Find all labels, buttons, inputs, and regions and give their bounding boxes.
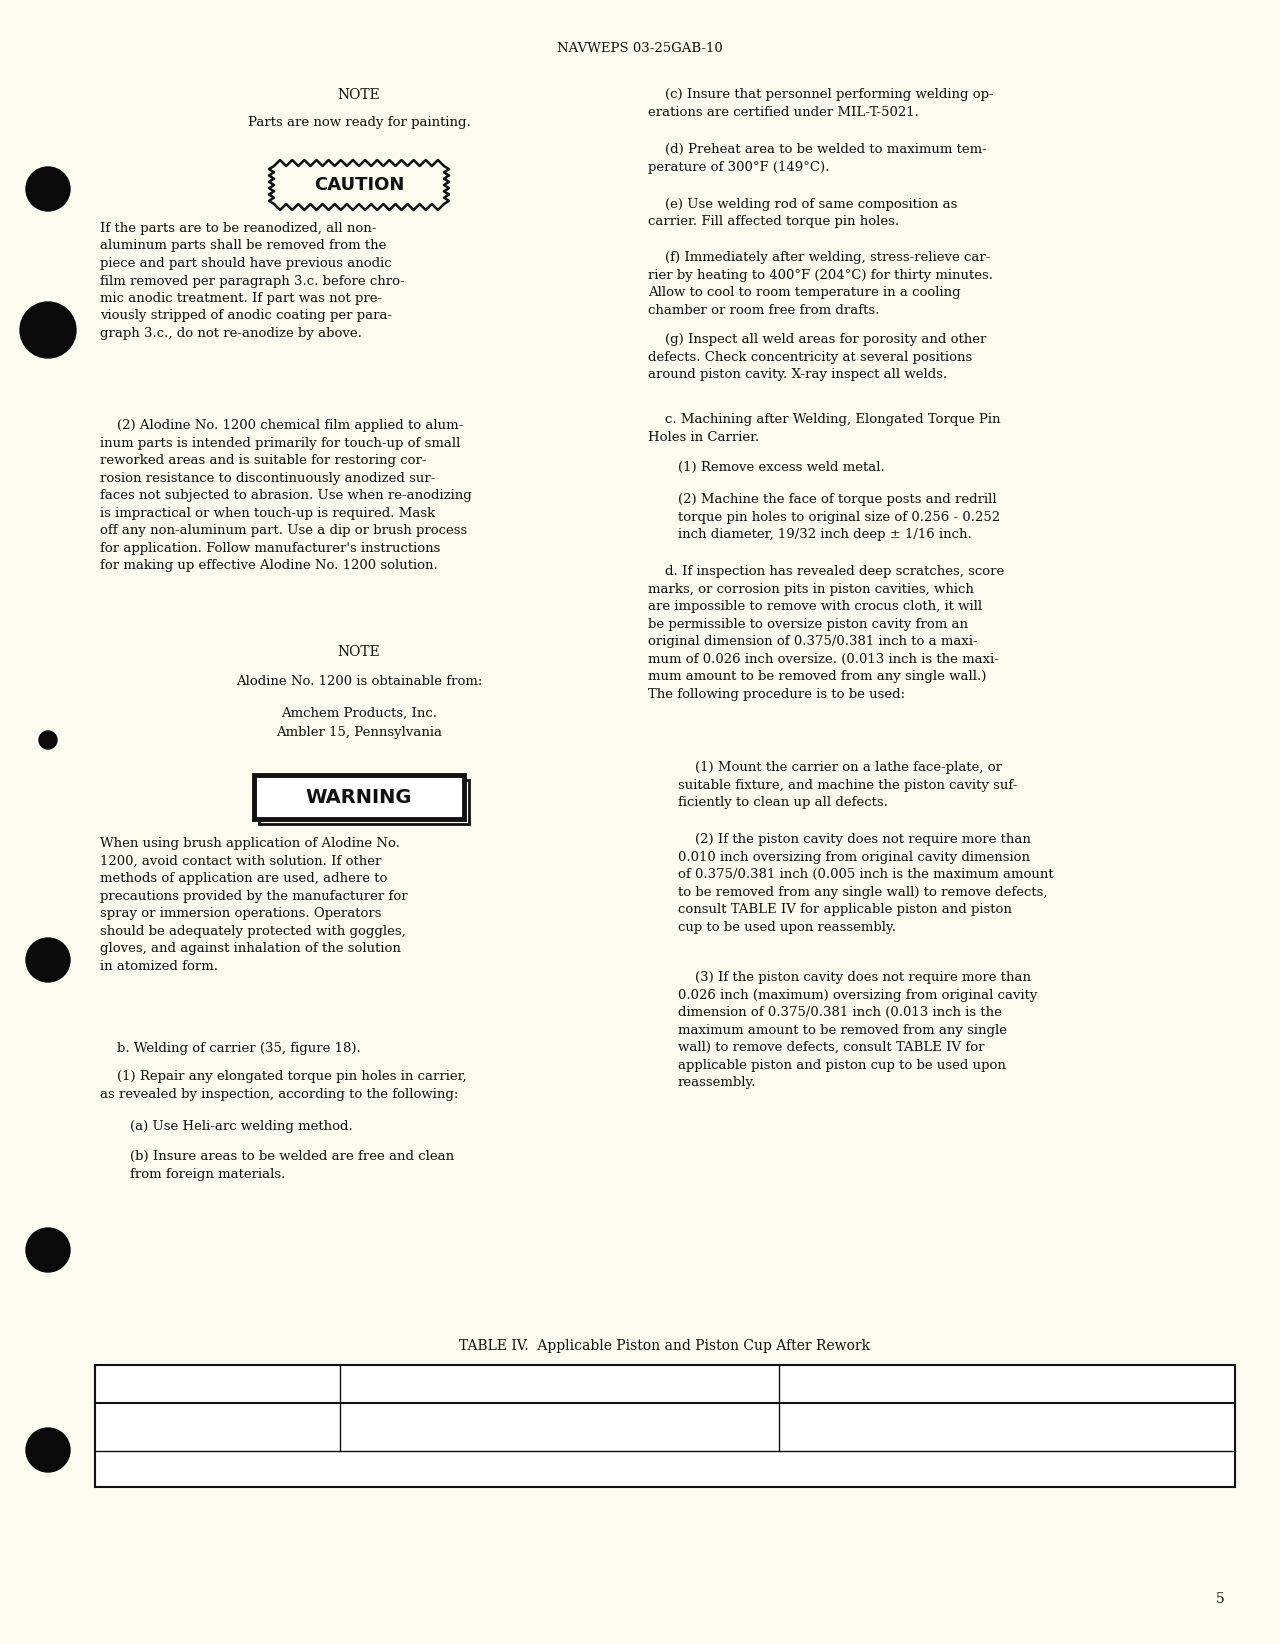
Text: Original Tolerance to 0.010 Oversize: Original Tolerance to 0.010 Oversize [436,1378,682,1391]
Text: When using brush application of Alodine No.
1200, avoid contact with solution. I: When using brush application of Alodine … [100,837,407,973]
Text: *0.026 Oversize piston cavity may wear an additional 0.010 inch before removing : *0.026 Oversize piston cavity may wear a… [102,1453,704,1485]
Circle shape [26,1429,70,1471]
Text: (f) Immediately after welding, stress-relieve car-
rier by heating to 400°F (204: (f) Immediately after welding, stress-re… [648,252,993,317]
Text: Piston
Piston Cup: Piston Piston Cup [182,1412,253,1442]
Text: TABLE IV.  Applicable Piston and Piston Cup After Rework: TABLE IV. Applicable Piston and Piston C… [460,1338,870,1353]
Text: *0.026 Oversize: *0.026 Oversize [954,1378,1060,1391]
Bar [259,779,468,824]
Bar [253,774,465,819]
Circle shape [26,1228,70,1272]
Text: (a) Use Heli-arc welding method.: (a) Use Heli-arc welding method. [131,1120,353,1133]
Text: 5: 5 [1216,1591,1225,1606]
Text: 148143
148144, CHG. “E”: 148143 148144, CHG. “E” [498,1412,621,1442]
Text: (3) If the piston cavity does not require more than
0.026 inch (maximum) oversiz: (3) If the piston cavity does not requir… [678,972,1037,1088]
Text: (d) Preheat area to be welded to maximum tem-
perature of 300°F (149°C).: (d) Preheat area to be welded to maximum… [648,143,987,174]
Text: b. Welding of carrier (35, figure 18).: b. Welding of carrier (35, figure 18). [100,1042,361,1055]
Bar [95,1365,1235,1488]
Text: (e) Use welding rod of same composition as
carrier. Fill affected torque pin hol: (e) Use welding rod of same composition … [648,197,957,229]
Text: d. If inspection has revealed deep scratches, score
marks, or corrosion pits in : d. If inspection has revealed deep scrat… [648,566,1005,700]
Text: (2) Machine the face of torque posts and redrill
torque pin holes to original si: (2) Machine the face of torque posts and… [678,493,1000,541]
Text: (1) Mount the carrier on a lathe face-plate, or
suitable fixture, and machine th: (1) Mount the carrier on a lathe face-pl… [678,761,1018,809]
Circle shape [38,732,58,750]
Text: Alodine No. 1200 is obtainable from:: Alodine No. 1200 is obtainable from: [236,676,483,687]
Text: c. Machining after Welding, Elongated Torque Pin
Holes in Carrier.: c. Machining after Welding, Elongated To… [648,413,1001,444]
Text: If the parts are to be reanodized, all non-
aluminum parts shall be removed from: If the parts are to be reanodized, all n… [100,222,404,340]
Text: NAVWEPS 03-25GAB-10: NAVWEPS 03-25GAB-10 [557,43,723,54]
Circle shape [26,939,70,981]
Text: Part Name: Part Name [182,1378,253,1391]
Text: NOTE: NOTE [338,644,380,659]
Text: NOTE: NOTE [338,89,380,102]
Text: (b) Insure areas to be welded are free and clean
from foreign materials.: (b) Insure areas to be welded are free a… [131,1151,454,1180]
Text: Amchem Products, Inc.
Ambler 15, Pennsylvania: Amchem Products, Inc. Ambler 15, Pennsyl… [276,707,442,740]
Text: WARNING: WARNING [306,787,412,807]
Text: (g) Inspect all weld areas for porosity and other
defects. Check concentricity a: (g) Inspect all weld areas for porosity … [648,334,987,381]
Text: (1) Remove excess weld metal.: (1) Remove excess weld metal. [678,460,884,473]
Text: (2) If the piston cavity does not require more than
0.010 inch oversizing from o: (2) If the piston cavity does not requir… [678,834,1053,934]
Text: Parts are now ready for painting.: Parts are now ready for painting. [247,117,470,128]
Text: CAUTION: CAUTION [314,176,404,194]
Text: 151288
151287: 151288 151287 [982,1412,1032,1442]
Circle shape [26,168,70,210]
Text: (1) Repair any elongated torque pin holes in carrier,
as revealed by inspection,: (1) Repair any elongated torque pin hole… [100,1070,467,1100]
Text: (c) Insure that personnel performing welding op-
erations are certified under MI: (c) Insure that personnel performing wel… [648,89,993,118]
Text: (2) Alodine No. 1200 chemical film applied to alum-
inum parts is intended prima: (2) Alodine No. 1200 chemical film appli… [100,419,472,572]
Circle shape [20,302,76,358]
